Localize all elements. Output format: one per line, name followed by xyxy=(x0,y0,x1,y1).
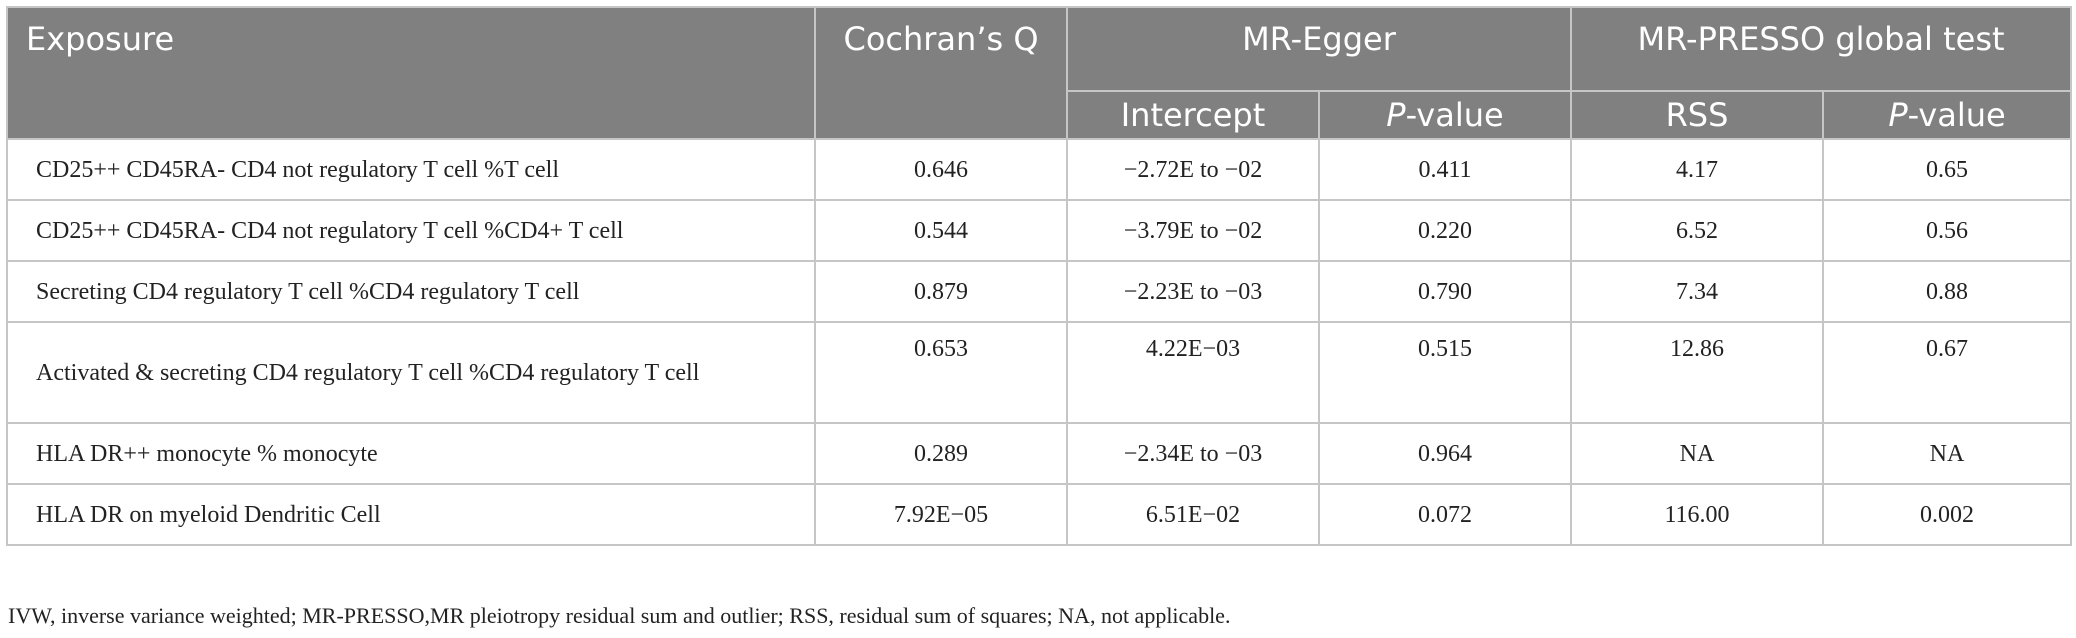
header-egger-p-value: P-value xyxy=(1318,90,1572,140)
table-footnote: IVW, inverse variance weighted; MR-PRESS… xyxy=(8,603,1231,628)
cell-cochran-q: 0.289 xyxy=(814,422,1068,485)
cell-rss: 4.17 xyxy=(1570,138,1824,201)
p-italic: P xyxy=(1386,96,1406,134)
header-mr-egger: MR-Egger xyxy=(1066,6,1572,92)
cell-intercept: −2.34E to −03 xyxy=(1066,422,1320,485)
cell-rss: NA xyxy=(1570,422,1824,485)
header-exposure: Exposure xyxy=(6,6,816,140)
cell-egger-p: 0.411 xyxy=(1318,138,1572,201)
table-row: HLA DR++ monocyte % monocyte 0.289 −2.34… xyxy=(6,422,2073,485)
cell-egger-p: 0.790 xyxy=(1318,260,1572,323)
p-suffix: -value xyxy=(1907,96,2006,134)
table-row: Secreting CD4 regulatory T cell %CD4 reg… xyxy=(6,260,2073,323)
cell-egger-p: 0.964 xyxy=(1318,422,1572,485)
table-body: CD25++ CD45RA- CD4 not regulatory T cell… xyxy=(6,138,2073,546)
cell-presso-p: 0.56 xyxy=(1821,199,2073,262)
p-suffix: -value xyxy=(1405,96,1504,134)
cell-cochran-q: 0.879 xyxy=(814,260,1068,323)
cell-egger-p: 0.072 xyxy=(1318,483,1572,546)
table-row: CD25++ CD45RA- CD4 not regulatory T cell… xyxy=(6,199,2073,262)
cell-exposure: HLA DR++ monocyte % monocyte xyxy=(6,422,816,485)
results-table: Exposure Cochran’s Q MR-Egger MR-PRESSO … xyxy=(6,6,2073,546)
table-row: Activated & secreting CD4 regulatory T c… xyxy=(6,321,2073,424)
cell-presso-p: 0.002 xyxy=(1821,483,2073,546)
cell-exposure: Secreting CD4 regulatory T cell %CD4 reg… xyxy=(6,260,816,323)
cell-cochran-q: 0.544 xyxy=(814,199,1068,262)
header-row-top: Exposure Cochran’s Q MR-Egger MR-PRESSO … xyxy=(6,6,2073,140)
cell-exposure: CD25++ CD45RA- CD4 not regulatory T cell… xyxy=(6,199,816,262)
cell-intercept: −3.79E to −02 xyxy=(1066,199,1320,262)
cell-rss: 6.52 xyxy=(1570,199,1824,262)
cell-rss: 12.86 xyxy=(1570,321,1824,424)
cell-presso-p: 0.88 xyxy=(1821,260,2073,323)
cell-intercept: −2.23E to −03 xyxy=(1066,260,1320,323)
header-intercept: Intercept xyxy=(1066,90,1320,140)
p-italic: P xyxy=(1888,96,1908,134)
cell-cochran-q: 0.653 xyxy=(814,321,1068,424)
table-row: HLA DR on myeloid Dendritic Cell 7.92E−0… xyxy=(6,483,2073,546)
header-mr-presso: MR-PRESSO global test xyxy=(1569,6,2073,92)
header-row-sub: Intercept P-value RSS P-value xyxy=(7,90,2073,140)
cell-presso-p: 0.67 xyxy=(1821,321,2073,424)
cell-rss: 116.00 xyxy=(1570,483,1824,546)
cell-cochran-q: 0.646 xyxy=(814,138,1068,201)
cell-egger-p: 0.515 xyxy=(1318,321,1572,424)
cell-exposure: CD25++ CD45RA- CD4 not regulatory T cell… xyxy=(6,138,816,201)
cell-exposure: HLA DR on myeloid Dendritic Cell xyxy=(6,483,816,546)
cell-rss: 7.34 xyxy=(1570,260,1824,323)
cell-presso-p: 0.65 xyxy=(1821,138,2073,201)
cell-intercept: 4.22E−03 xyxy=(1066,321,1320,424)
cell-intercept: −2.72E to −02 xyxy=(1066,138,1320,201)
cell-cochran-q: 7.92E−05 xyxy=(814,483,1068,546)
cell-presso-p: NA xyxy=(1821,422,2073,485)
header-rss: RSS xyxy=(1570,90,1824,140)
cell-egger-p: 0.220 xyxy=(1318,199,1572,262)
header-presso-p-value: P-value xyxy=(1821,90,2073,140)
cell-exposure: Activated & secreting CD4 regulatory T c… xyxy=(6,321,816,424)
header-cochran-q: Cochran’s Q xyxy=(814,6,1068,140)
table-header: Exposure Cochran’s Q MR-Egger MR-PRESSO … xyxy=(6,6,2073,140)
table-row: CD25++ CD45RA- CD4 not regulatory T cell… xyxy=(6,138,2073,201)
cell-intercept: 6.51E−02 xyxy=(1066,483,1320,546)
